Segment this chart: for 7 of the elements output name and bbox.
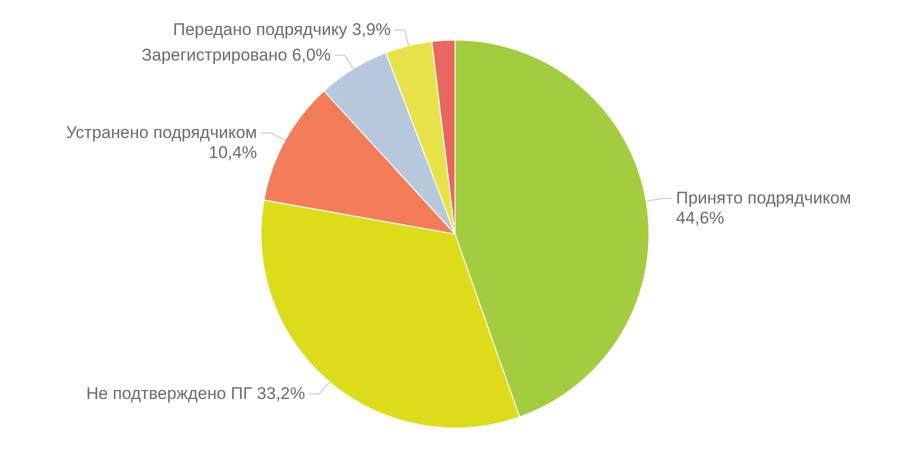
slice-label: Устранено подрядчиком [66, 122, 257, 142]
data-label: 10,4% [208, 142, 257, 162]
slice-label: Зарегистрировано 6,0% [142, 45, 331, 64]
slice-label: Принято подрядчиком [676, 188, 852, 208]
slice-label: Не подтверждено ПГ 33,2% [86, 384, 306, 404]
slice-label: Передано подрядчику 3,9% [172, 20, 391, 40]
data-label: 44,6% [676, 208, 724, 228]
